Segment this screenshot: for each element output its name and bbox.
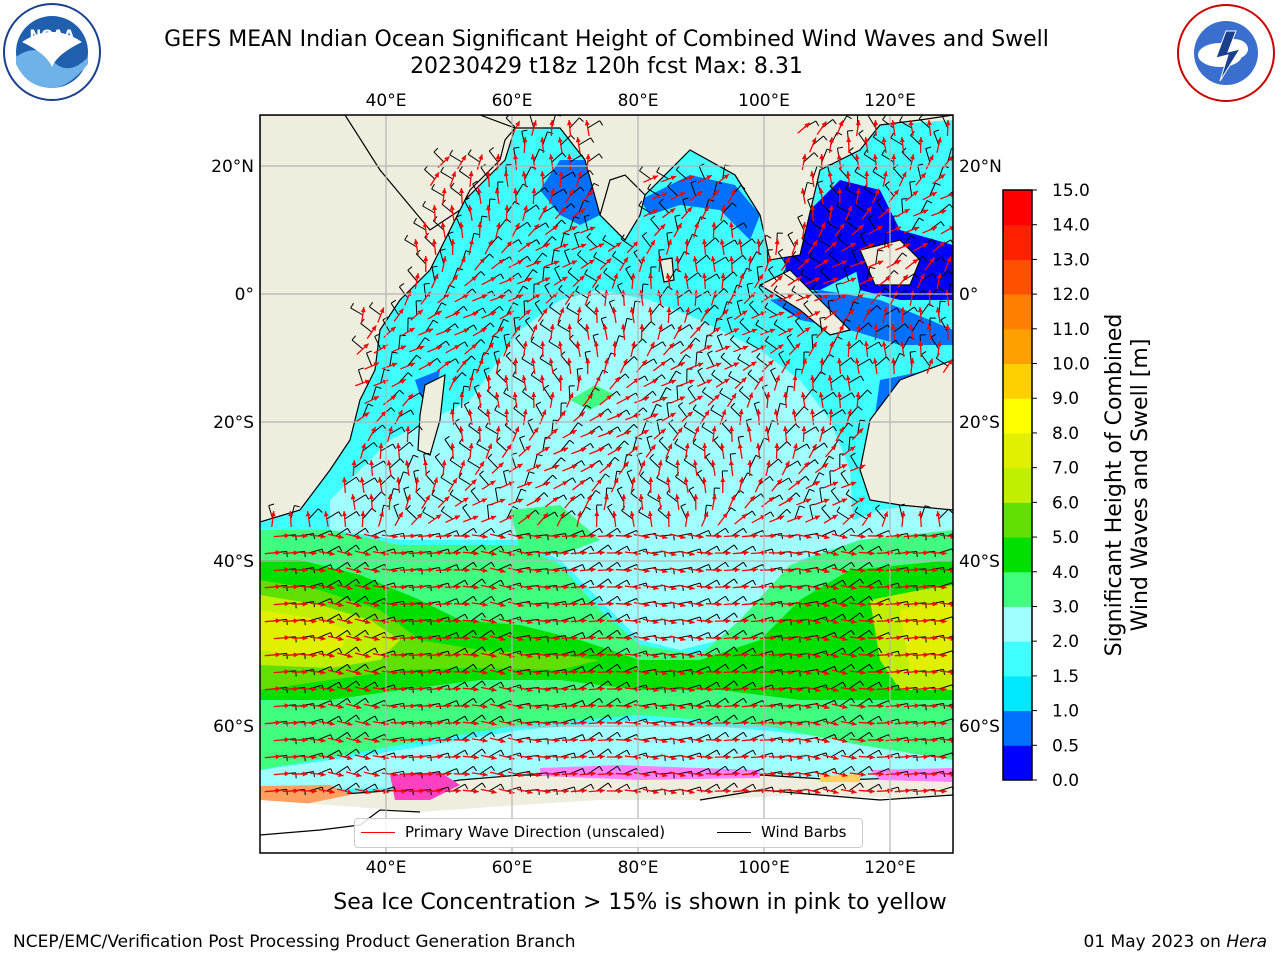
sea-ice-caption: Sea Ice Concentration > 15% is shown in … [333,890,947,915]
colorbar-swatch [1003,641,1032,677]
colorbar-swatch [1003,502,1032,538]
land-india [599,174,646,241]
colorbar-tick-label: 13.0 [1052,250,1090,270]
colorbar-tick-label: 0.0 [1052,771,1079,791]
colorbar-swatch [1003,675,1032,712]
colorbar-swatch [1003,190,1032,226]
sea-ice-4 [870,768,953,782]
colorbar-tick-label: 8.0 [1052,424,1079,444]
colorbar-tick-label: 9.0 [1052,389,1079,409]
noaa-logo: NOAA [3,3,101,101]
band-3m-small [570,385,615,410]
colorbar-tick-label: 12.0 [1052,285,1090,305]
lon-label-top: 60°E [492,91,533,111]
plot-frame [259,114,954,854]
colorbar: 0.0 0.5 1.0 1.5 2.0 3.0 4.0 5.0 6.0 7.0 8.0 9.0 10.0… [1002,181,1090,791]
band-3m-mid [510,505,600,555]
lat-label-right: 20°S [959,413,1000,433]
land-sri-lanka [659,257,675,283]
colorbar-tick-label: 15.0 [1052,181,1090,201]
colorbar-tick-label: 6.0 [1052,493,1079,513]
map-layers [259,114,954,854]
wind-barbs [268,115,953,796]
lat-label-left: 60°S [213,717,254,737]
noaa-logo-text: NOAA [30,28,75,44]
land-australia [859,359,953,511]
footer-credit: NCEP/EMC/Verification Post Processing Pr… [13,932,576,952]
footer-date-text: 01 May 2023 on [1083,932,1227,952]
colorbar-swatch [1003,606,1032,642]
colorbar-tick-label: 2.0 [1052,632,1079,652]
colorbar-swatch [1003,745,1032,781]
colorbar-label-line1: Significant Height of Combined [1102,313,1127,657]
map-legend: Primary Wave Direction (unscaled) Wind B… [354,818,863,848]
colorbar-tick-label: 10.0 [1052,355,1090,375]
land-sumatra [758,269,852,336]
chart-subtitle: 20230429 t18z 120h fcst Max: 8.31 [410,54,803,79]
footer-host: Hera [1226,932,1267,952]
colorbar-swatch [1003,224,1032,260]
lat-label-left: 20°N [211,157,254,177]
colorbar-tick-label: 4.0 [1052,563,1079,583]
colorbar-tick-label: 5.0 [1052,528,1079,548]
land-madagascar [417,373,446,456]
lat-label-left: 20°S [213,413,254,433]
colorbar-frame [1002,189,1033,781]
colorbar-tick-label: 1.0 [1052,702,1079,722]
colorbar-label: Significant Height of Combined Wind Wave… [1102,275,1154,695]
lon-label-top: 80°E [618,91,659,111]
colorbar-swatch [1003,398,1032,434]
colorbar-swatch [1003,571,1032,607]
legend-wave-direction-label: Primary Wave Direction (unscaled) [405,823,666,841]
colorbar-swatch [1003,259,1032,295]
lon-label-top: 40°E [366,91,407,111]
colorbar-tick-label: 11.0 [1052,320,1090,340]
lat-label-right: 40°S [959,552,1000,572]
colorbar-swatch [1003,467,1032,503]
lon-label-bottom: 80°E [618,858,659,878]
chart-title: GEFS MEAN Indian Ocean Significant Heigh… [164,27,1049,52]
wave-direction-swatch [361,831,395,833]
lon-label-bottom: 120°E [864,858,916,878]
legend-wind-barbs-label: Wind Barbs [761,823,847,841]
colorbar-tick-label: 0.5 [1052,736,1079,756]
colorbar-tick-label: 1.5 [1052,667,1079,687]
lat-label-left: 40°S [213,552,254,572]
colorbar-swatch [1003,328,1032,365]
band-7m-east [900,600,953,670]
lat-label-right: 20°N [959,157,1002,177]
colorbar-swatch [1003,363,1032,399]
antarctic-coastline-east [699,789,953,801]
colorbar-tick-label: 14.0 [1052,216,1090,236]
colorbar-swatch [1003,294,1032,330]
nws-logo [1177,4,1275,102]
lat-label-right: 60°S [959,717,1000,737]
sea-ice-5 [820,774,860,782]
lat-label-left: 0° [235,285,254,305]
legend-item-wind-barbs: Wind Barbs [717,823,846,841]
legend-item-wave-direction: Primary Wave Direction (unscaled) [361,823,665,841]
lon-label-top: 120°E [864,91,916,111]
colorbar-swatch [1003,537,1032,573]
graticule [260,115,953,853]
sea-ice-1 [390,772,460,800]
lon-label-top: 100°E [738,91,790,111]
axis-labels: 40°E 60°E 80°E 100°E 120°E 40°E 60°E 80°E 100°E 1… [211,91,1002,878]
footer-date: 01 May 2023 on Hera [1084,932,1268,952]
land-africa [260,115,953,523]
colorbar-tick-label: 3.0 [1052,597,1079,617]
lon-label-bottom: 40°E [366,858,407,878]
wind-barb-swatch [717,831,751,833]
lon-label-bottom: 100°E [738,858,790,878]
colorbar-label-line2: Wind Waves and Swell [m] [1128,338,1153,632]
lon-label-bottom: 60°E [492,858,533,878]
band-1m-bengal [640,175,760,240]
colorbar-swatch [1003,710,1032,746]
colorbar-tick-label: 7.0 [1052,459,1079,479]
lat-label-right: 0° [959,285,978,305]
band-7m [260,610,350,655]
colorbar-swatch [1003,432,1032,469]
